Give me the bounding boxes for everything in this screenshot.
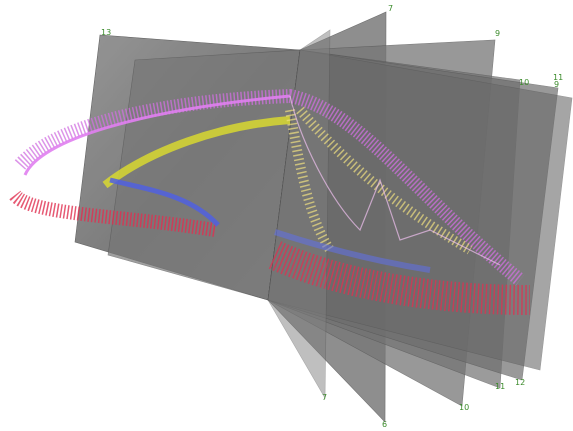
slice-label: 13 [101,28,111,37]
plane [107,49,301,301]
slice-label: 9 [554,80,559,89]
yellow-surface [102,116,291,189]
wireframe-surfaces [9,88,531,315]
slice-label: 7 [322,393,327,402]
magenta-edge [23,94,291,176]
image-planes [74,11,573,423]
slice-labels: 13 7 9 10 11 9 7 6 10 11 12 [101,4,563,429]
blue-surface-right [274,229,431,273]
slice-label: 11 [495,382,505,391]
slice-label: 12 [515,378,525,387]
red-surface-right [268,241,531,315]
red-surface-left [9,189,217,237]
slice-label: 10 [459,403,469,412]
yellow-grid [285,106,473,255]
slice-label: 7 [388,4,393,13]
slice-label: 9 [495,29,500,38]
slice-label: 11 [553,73,563,82]
peaks [289,95,501,266]
slice-label: 10 [519,78,529,87]
slice-label: 6 [382,420,387,429]
blue-surface-left [109,177,220,227]
